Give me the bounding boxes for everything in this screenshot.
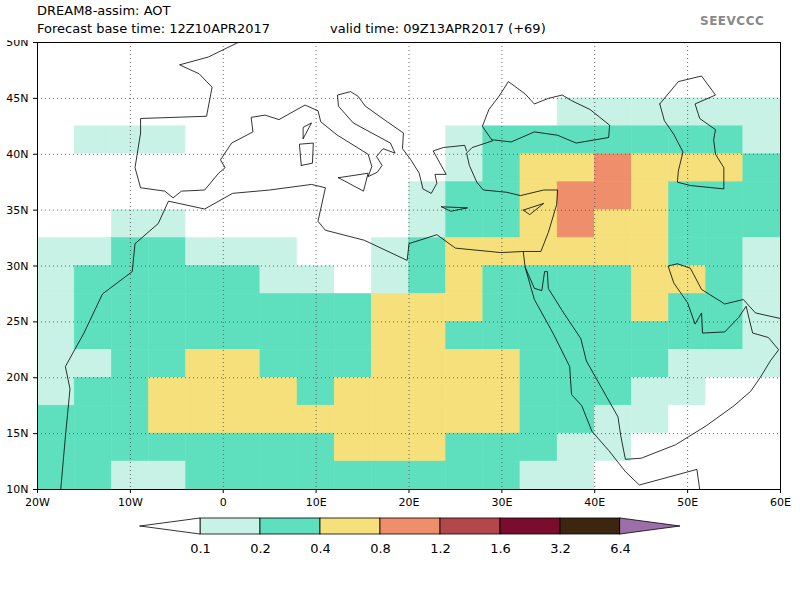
svg-text:50N: 50N — [6, 40, 28, 49]
svg-text:1.6: 1.6 — [490, 541, 511, 556]
svg-text:30E: 30E — [491, 496, 512, 509]
svg-text:20W: 20W — [25, 496, 50, 509]
html-text:Forecast base time: 12Z10APR20: Forecast base time: 12Z10APR2017 — [37, 21, 270, 36]
svg-text:50E: 50E — [677, 496, 698, 509]
svg-text:40E: 40E — [584, 496, 605, 509]
svg-text:60E: 60E — [770, 496, 791, 509]
svg-text:40N: 40N — [6, 148, 28, 161]
html-text:SEEVCCC: SEEVCCC — [700, 14, 765, 28]
svg-text:0: 0 — [220, 496, 227, 509]
svg-text:10N: 10N — [6, 483, 28, 496]
html-text:valid time: 09Z13APR2017 (+69): valid time: 09Z13APR2017 (+69) — [330, 21, 546, 36]
svg-text:10E: 10E — [306, 496, 327, 509]
svg-text:20N: 20N — [6, 371, 28, 384]
svg-text:0.4: 0.4 — [310, 541, 331, 556]
svg-text:10W: 10W — [118, 496, 143, 509]
svg-text:1.2: 1.2 — [430, 541, 451, 556]
svg-text:20E: 20E — [399, 496, 420, 509]
svg-text:0.8: 0.8 — [370, 541, 391, 556]
svg-text:6.4: 6.4 — [610, 541, 631, 556]
svg-text:45N: 45N — [6, 92, 28, 105]
svg-text:0.2: 0.2 — [250, 541, 271, 556]
svg-text:0.1: 0.1 — [190, 541, 211, 556]
svg-text:35N: 35N — [6, 204, 28, 217]
html-text:DREAM8-assim: AOT: DREAM8-assim: AOT — [37, 3, 171, 18]
svg-text:25N: 25N — [6, 315, 28, 328]
svg-text:15N: 15N — [6, 427, 28, 440]
svg-text:3.2: 3.2 — [550, 541, 571, 556]
svg-text:30N: 30N — [6, 260, 28, 273]
